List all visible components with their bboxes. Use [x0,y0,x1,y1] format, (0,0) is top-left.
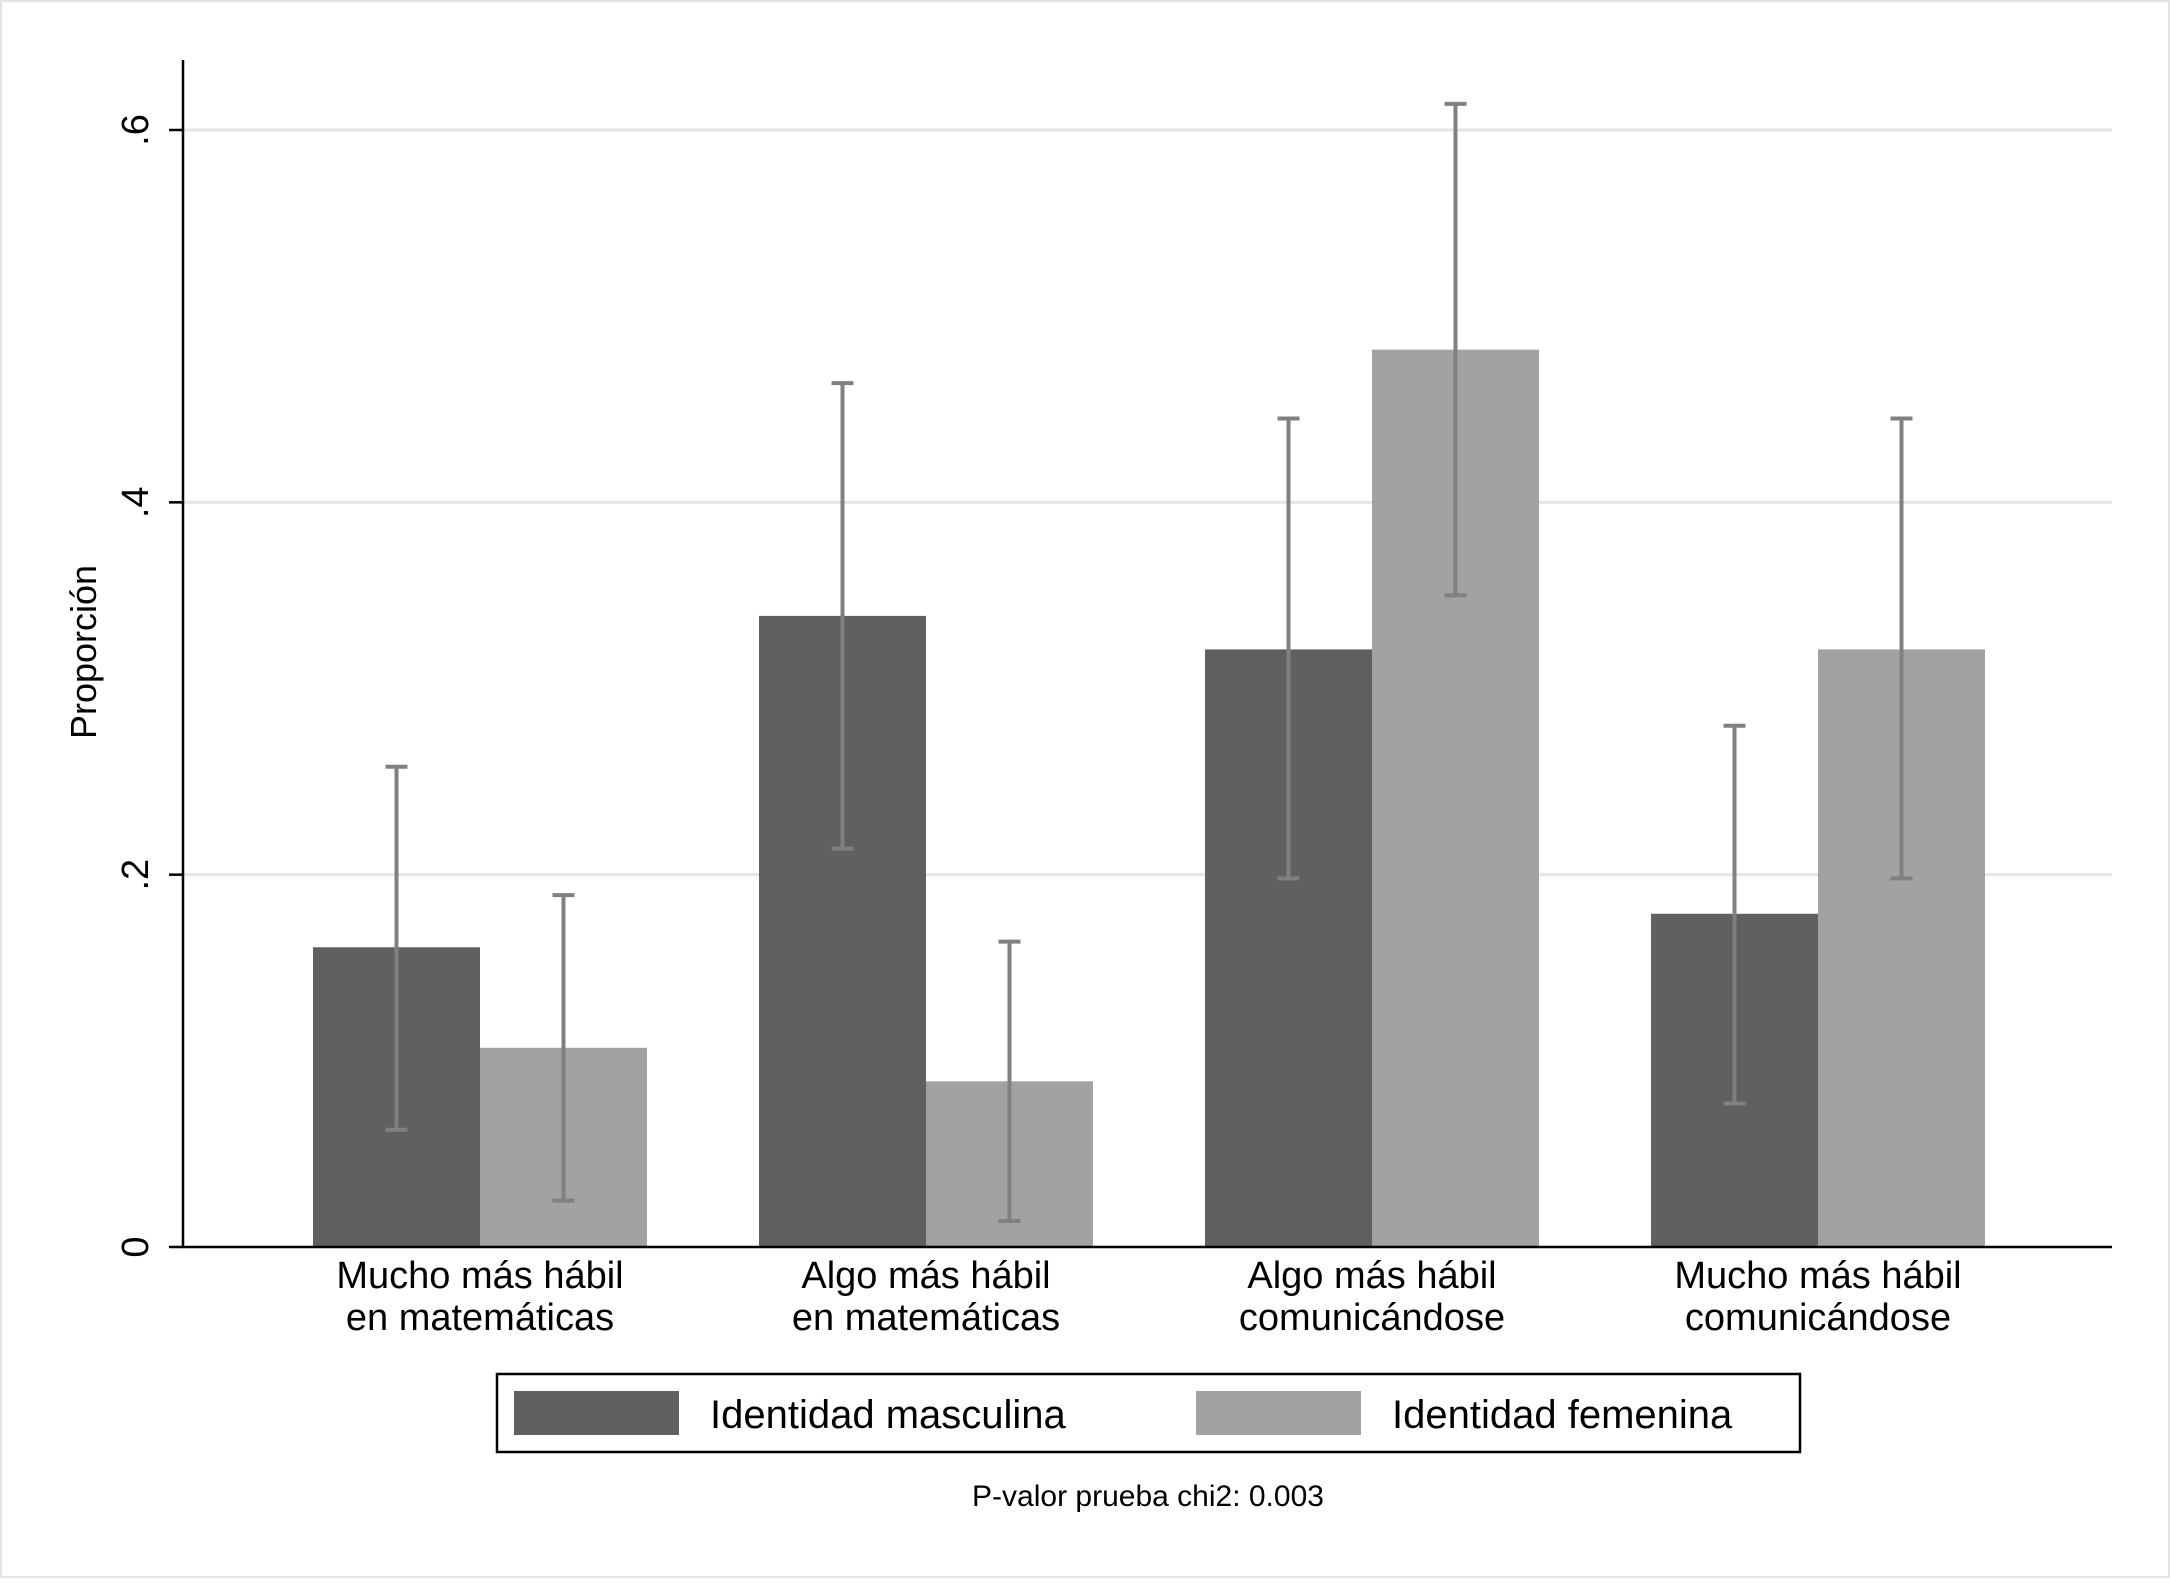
y-tick-label: .2 [115,859,157,891]
y-axis-label: Proporción [63,565,104,739]
y-tick-label: .4 [115,486,157,518]
y-tick-label: 0 [115,1236,157,1257]
legend-swatch [514,1391,679,1435]
legend: Identidad masculina Identidad femenina [495,1372,1802,1454]
bars [313,349,1985,1248]
x-tick-label: comunicándose [1685,1297,1951,1339]
legend-swatch [1196,1391,1361,1435]
x-tick-label: Mucho más hábil [336,1255,623,1297]
chi2-note: P-valor prueba chi2: 0.003 [972,1480,1324,1513]
x-tick-label: comunicándose [1239,1297,1505,1339]
x-tick-label: Algo más hábil [801,1255,1050,1297]
legend-label: Identidad femenina [1392,1393,1733,1437]
x-tick-label: en matemáticas [792,1297,1060,1339]
legend-box [495,1372,1802,1454]
x-tick-label: en matemáticas [346,1297,614,1339]
error-bars [385,101,1913,1223]
x-tick-label: Algo más hábil [1247,1255,1496,1297]
legend-label: Identidad masculina [710,1393,1067,1437]
y-tick-label: .6 [115,114,157,146]
x-tick-label: Mucho más hábil [1674,1255,1961,1297]
gridlines [183,128,2112,877]
